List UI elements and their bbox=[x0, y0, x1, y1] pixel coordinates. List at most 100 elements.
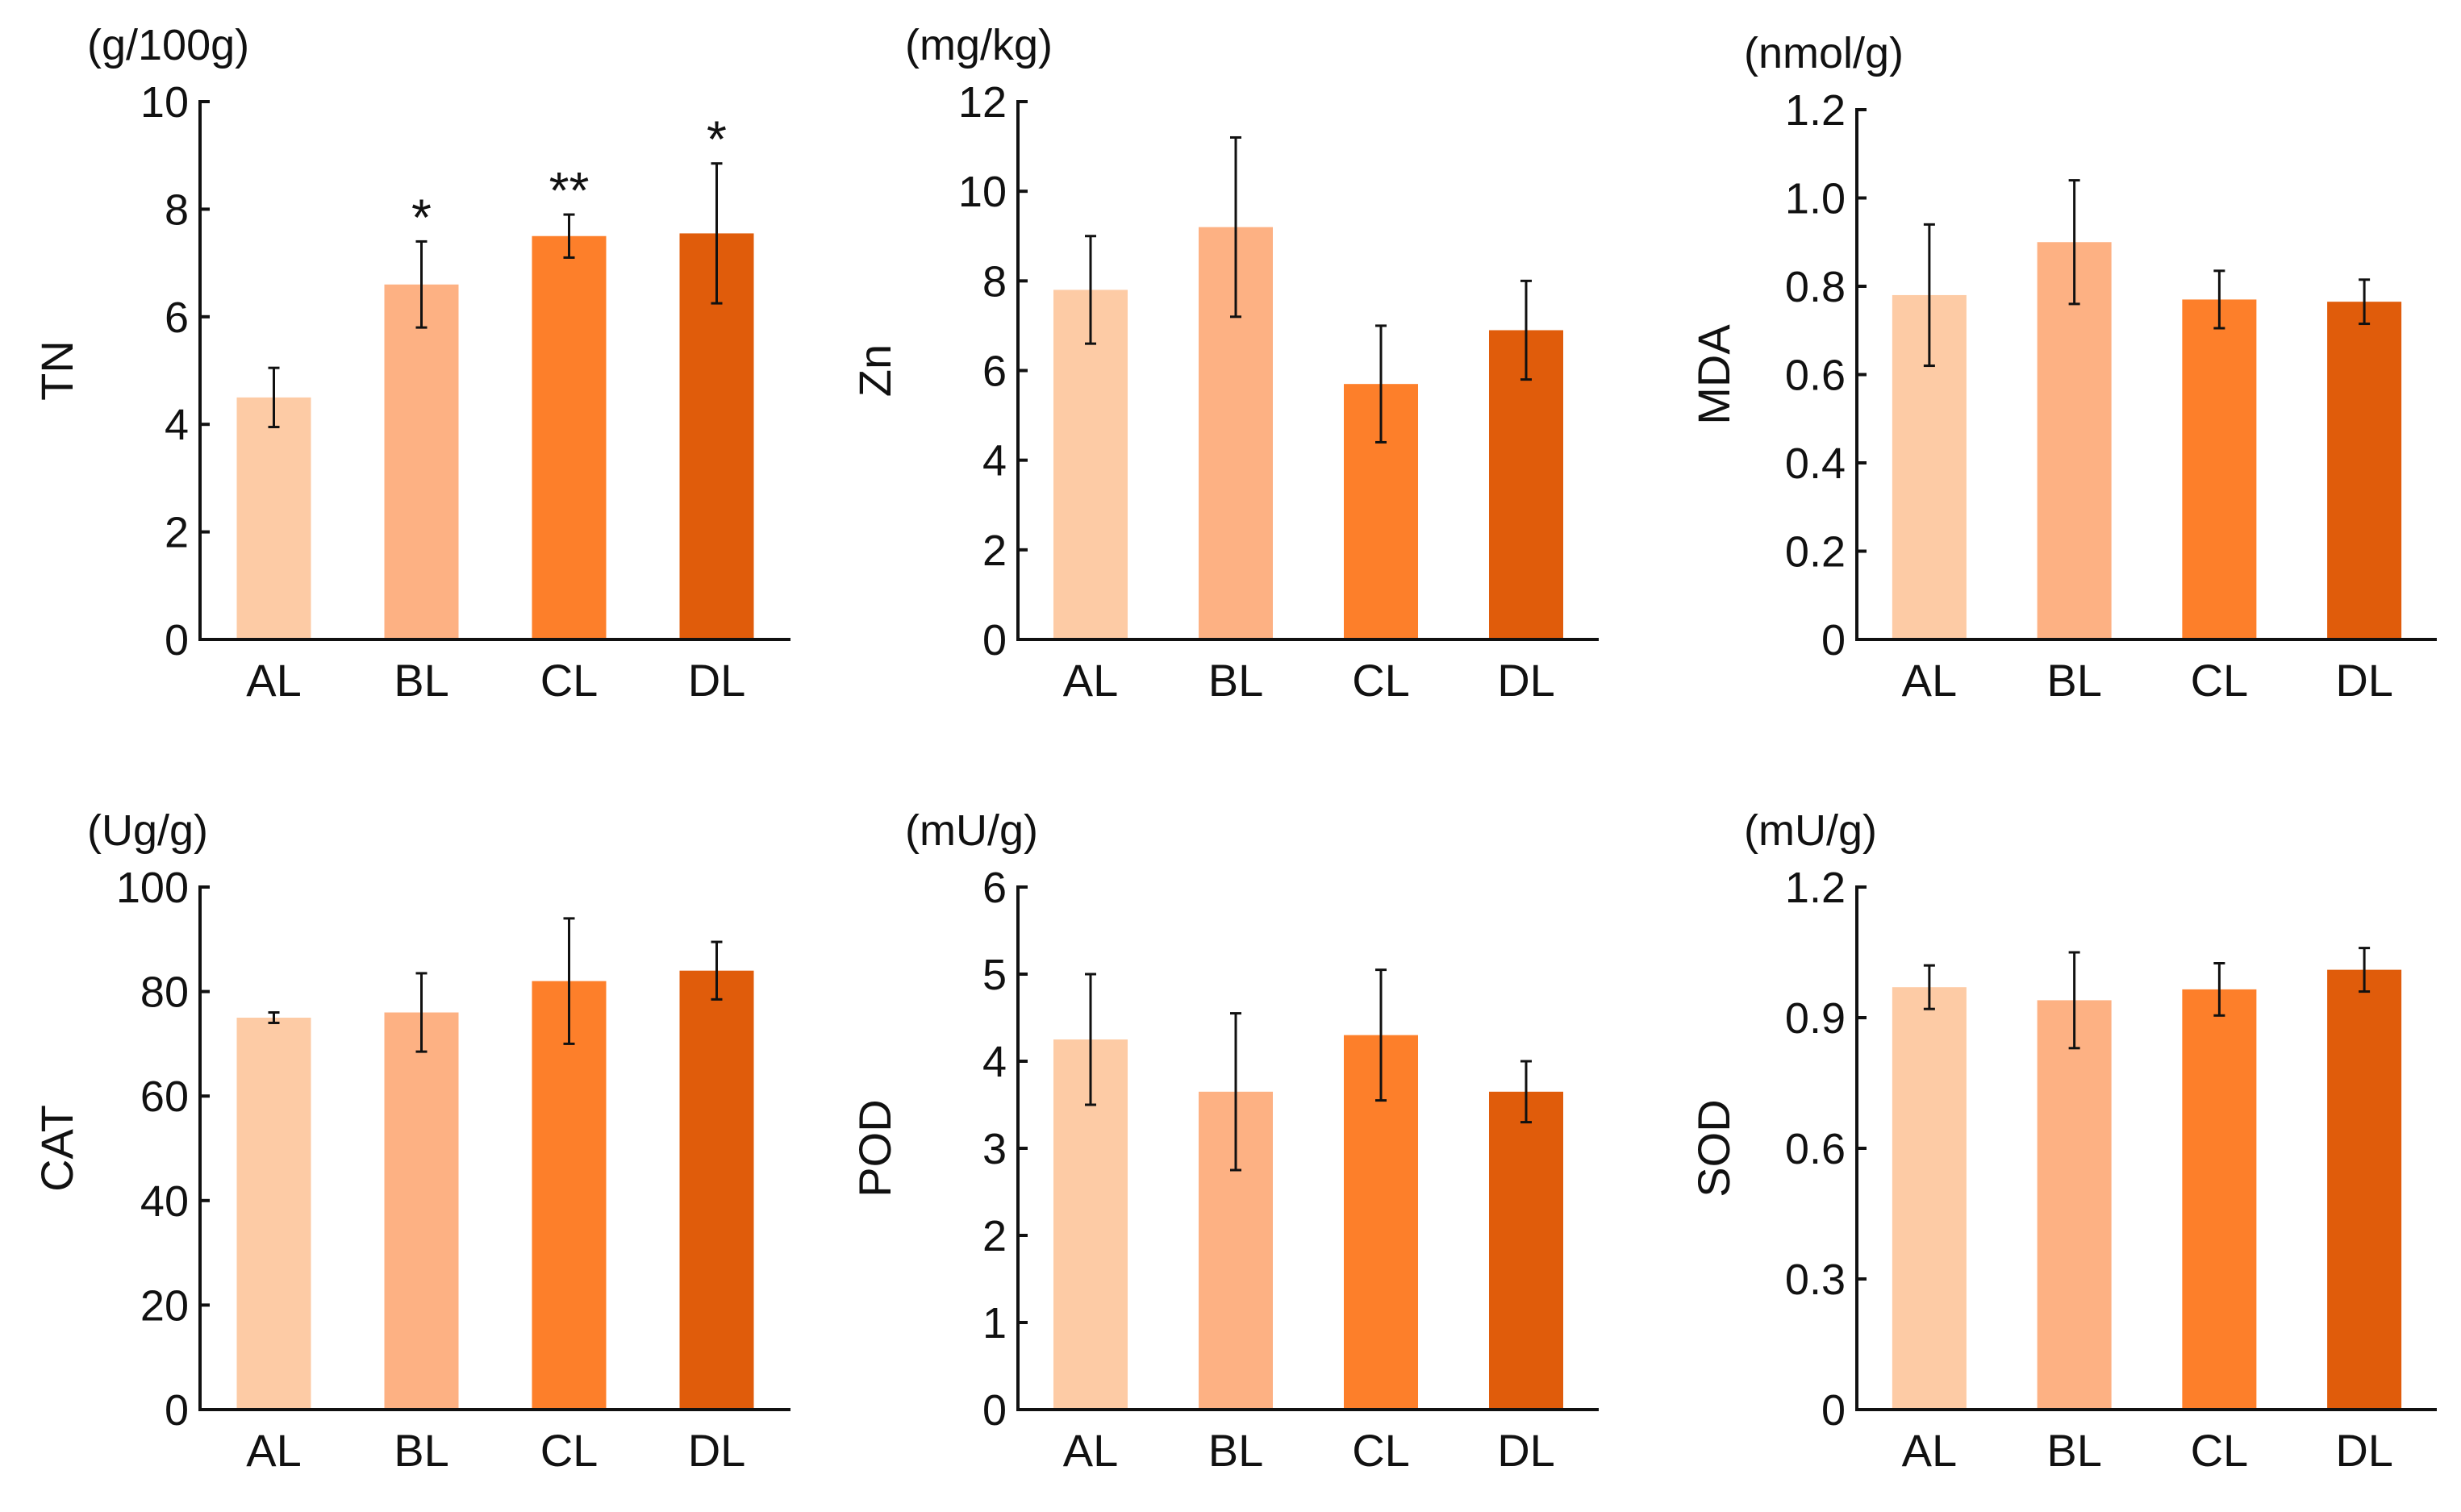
y-tick-label: 4 bbox=[982, 437, 1007, 485]
y-tick-label: 12 bbox=[958, 78, 1007, 127]
significance-marker-bl: * bbox=[411, 188, 432, 246]
x-tick-label-bl: BL bbox=[2046, 1425, 2102, 1476]
chart-panel-cat: AL BL CL DL 0 20 40 60 80 100 (Ug/g) CAT bbox=[31, 806, 790, 1476]
y-tick-label: 0 bbox=[165, 616, 189, 664]
y-tick-label: 4 bbox=[165, 401, 189, 449]
x-tick-label-dl: DL bbox=[1497, 1425, 1555, 1476]
y-tick-label: 1.0 bbox=[1785, 175, 1846, 223]
unit-label: (mU/g) bbox=[1744, 806, 1877, 855]
y-tick-label: 40 bbox=[140, 1177, 189, 1226]
unit-label: (nmol/g) bbox=[1744, 29, 1904, 77]
y-tick-label: 6 bbox=[982, 864, 1007, 912]
unit-label: (mU/g) bbox=[905, 806, 1038, 855]
chart-panel-mda: AL BL CL DL 0 0.2 0.4 0.6 0.8 1.0 1.2 (nmol/g) MDA bbox=[1688, 29, 2437, 706]
bar-cl bbox=[532, 981, 607, 1410]
bar-dl bbox=[1489, 330, 1563, 639]
y-tick-label: 0.6 bbox=[1785, 1125, 1846, 1173]
x-tick-label-al: AL bbox=[1902, 655, 1958, 706]
y-tick-label: 100 bbox=[116, 864, 189, 912]
y-tick-label: 10 bbox=[958, 168, 1007, 216]
bar-al bbox=[236, 1018, 311, 1410]
y-axis-label: MDA bbox=[1688, 324, 1739, 425]
bar-cl bbox=[2182, 299, 2257, 639]
bar-dl bbox=[2327, 969, 2402, 1410]
y-tick-label: 5 bbox=[982, 951, 1007, 999]
y-axis-label: SOD bbox=[1688, 1099, 1739, 1197]
x-tick-label-cl: CL bbox=[540, 1425, 599, 1476]
y-axis-label: TN bbox=[31, 340, 82, 401]
y-tick-label: 2 bbox=[982, 1212, 1007, 1260]
x-tick-label-bl: BL bbox=[394, 655, 449, 706]
y-tick-label: 0.6 bbox=[1785, 352, 1846, 400]
y-tick-label: 1.2 bbox=[1785, 86, 1846, 135]
y-tick-label: 0.4 bbox=[1785, 439, 1846, 488]
x-tick-label-dl: DL bbox=[688, 655, 746, 706]
y-tick-label: 1 bbox=[982, 1299, 1007, 1347]
y-tick-label: 0 bbox=[165, 1386, 189, 1435]
y-tick-label: 20 bbox=[140, 1281, 189, 1330]
x-tick-label-al: AL bbox=[1063, 1425, 1119, 1476]
x-tick-label-bl: BL bbox=[1208, 655, 1264, 706]
unit-label: (g/100g) bbox=[87, 21, 249, 69]
y-tick-label: 0 bbox=[1821, 1386, 1846, 1435]
bar-bl bbox=[2037, 242, 2112, 639]
y-tick-label: 3 bbox=[982, 1125, 1007, 1173]
y-tick-label: 2 bbox=[982, 527, 1007, 575]
y-tick-label: 0 bbox=[1821, 616, 1846, 664]
x-tick-label-al: AL bbox=[246, 655, 302, 706]
x-tick-label-bl: BL bbox=[2046, 655, 2102, 706]
chart-panel-pod: AL BL CL DL 0 1 2 3 4 5 6 (mU/g) POD bbox=[849, 806, 1599, 1476]
x-tick-label-cl: CL bbox=[1352, 655, 1410, 706]
y-axis-label: Zn bbox=[849, 344, 900, 397]
y-tick-label: 2 bbox=[165, 509, 189, 557]
bar-al bbox=[236, 397, 311, 639]
bar-bl bbox=[384, 284, 459, 639]
x-tick-label-bl: BL bbox=[394, 1425, 449, 1476]
y-tick-label: 0.2 bbox=[1785, 528, 1846, 577]
x-tick-label-dl: DL bbox=[1497, 655, 1555, 706]
y-tick-label: 1.2 bbox=[1785, 864, 1846, 912]
bar-al bbox=[1053, 289, 1128, 639]
y-tick-label: 0 bbox=[982, 1386, 1007, 1435]
y-tick-label: 10 bbox=[140, 78, 189, 127]
x-tick-label-cl: CL bbox=[540, 655, 599, 706]
y-tick-label: 0.8 bbox=[1785, 263, 1846, 311]
significance-marker-dl: * bbox=[707, 110, 727, 169]
y-tick-label: 80 bbox=[140, 968, 189, 1017]
y-tick-label: 8 bbox=[982, 257, 1007, 306]
x-tick-label-al: AL bbox=[246, 1425, 302, 1476]
bar-bl bbox=[2037, 1000, 2112, 1410]
x-tick-label-dl: DL bbox=[688, 1425, 746, 1476]
unit-label: (mg/kg) bbox=[905, 21, 1053, 69]
unit-label: (Ug/g) bbox=[87, 806, 208, 855]
y-tick-label: 4 bbox=[982, 1038, 1007, 1086]
chart-panel-sod: AL BL CL DL 0 0.3 0.6 0.9 1.2 (mU/g) SOD bbox=[1688, 806, 2437, 1476]
x-tick-label-dl: DL bbox=[2335, 655, 2393, 706]
bar-al bbox=[1892, 987, 1967, 1410]
chart-panel-tn: AL * BL ** CL * DL 0 2 4 6 8 10 (g/100g) TN bbox=[31, 21, 790, 706]
y-tick-label: 8 bbox=[165, 185, 189, 234]
y-tick-label: 0.3 bbox=[1785, 1256, 1846, 1304]
significance-marker-cl: ** bbox=[549, 161, 590, 219]
x-tick-label-dl: DL bbox=[2335, 1425, 2393, 1476]
x-tick-label-cl: CL bbox=[2191, 655, 2249, 706]
y-axis-label: POD bbox=[849, 1099, 900, 1197]
bar-bl bbox=[384, 1012, 459, 1410]
bar-cl bbox=[2182, 989, 2257, 1410]
x-tick-label-cl: CL bbox=[2191, 1425, 2249, 1476]
x-tick-label-cl: CL bbox=[1352, 1425, 1410, 1476]
y-tick-label: 6 bbox=[982, 348, 1007, 396]
y-axis-label: CAT bbox=[31, 1105, 82, 1192]
y-tick-label: 60 bbox=[140, 1073, 189, 1121]
bar-dl bbox=[1489, 1091, 1563, 1410]
y-tick-label: 6 bbox=[165, 294, 189, 342]
y-tick-label: 0 bbox=[982, 616, 1007, 664]
bar-dl bbox=[679, 970, 754, 1410]
bar-cl bbox=[532, 235, 607, 639]
x-tick-label-al: AL bbox=[1063, 655, 1119, 706]
chart-panel-zn: AL BL CL DL 0 2 4 6 8 10 12 (mg/kg) Zn bbox=[849, 21, 1599, 706]
y-tick-label: 0.9 bbox=[1785, 994, 1846, 1043]
x-tick-label-al: AL bbox=[1902, 1425, 1958, 1476]
x-tick-label-bl: BL bbox=[1208, 1425, 1264, 1476]
